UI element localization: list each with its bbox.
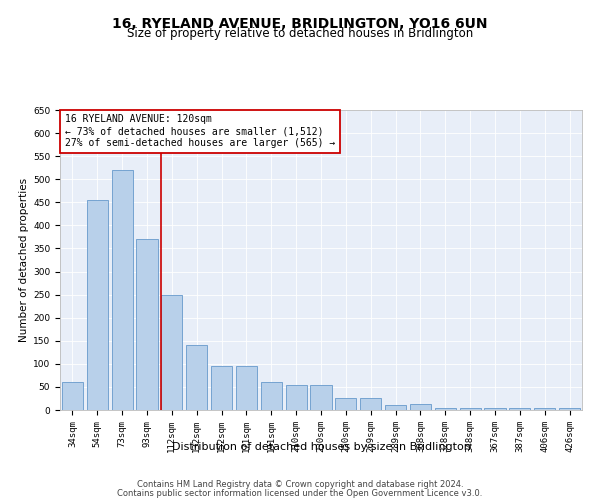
Text: 16, RYELAND AVENUE, BRIDLINGTON, YO16 6UN: 16, RYELAND AVENUE, BRIDLINGTON, YO16 6U… [112,18,488,32]
Bar [62,382,83,410]
Bar [236,366,257,410]
Y-axis label: Number of detached properties: Number of detached properties [19,178,29,342]
Bar [460,408,481,410]
Bar [310,384,332,410]
Bar [559,408,580,410]
Text: Size of property relative to detached houses in Bridlington: Size of property relative to detached ho… [127,28,473,40]
Text: Contains HM Land Registry data © Crown copyright and database right 2024.: Contains HM Land Registry data © Crown c… [137,480,463,489]
Bar [136,239,158,410]
Bar [261,382,282,410]
Bar [161,294,182,410]
Bar [410,404,431,410]
Bar [87,200,108,410]
Bar [484,408,506,410]
Bar [509,408,530,410]
Bar [435,408,456,410]
Bar [286,384,307,410]
Bar [112,170,133,410]
Bar [211,366,232,410]
Text: Distribution of detached houses by size in Bridlington: Distribution of detached houses by size … [172,442,470,452]
Bar [335,398,356,410]
Bar [385,406,406,410]
Text: 16 RYELAND AVENUE: 120sqm
← 73% of detached houses are smaller (1,512)
27% of se: 16 RYELAND AVENUE: 120sqm ← 73% of detac… [65,114,335,148]
Bar [534,408,555,410]
Bar [186,346,207,410]
Bar [360,398,381,410]
Text: Contains public sector information licensed under the Open Government Licence v3: Contains public sector information licen… [118,489,482,498]
